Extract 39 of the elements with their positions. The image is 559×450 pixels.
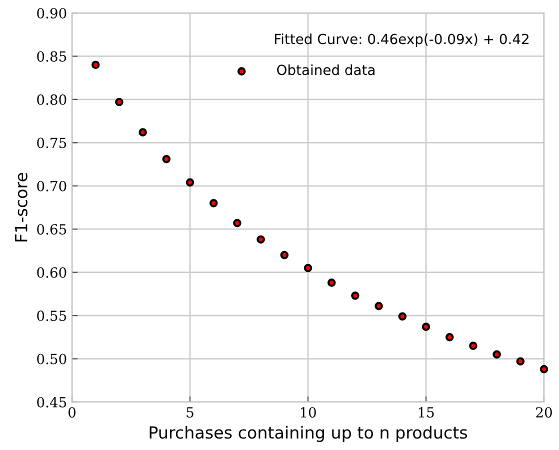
point <box>445 333 454 342</box>
x-tick-label: 15 <box>418 407 434 418</box>
point <box>516 357 525 366</box>
x-tick-label: 0 <box>68 407 76 418</box>
y-tick-label: 0.75 <box>37 138 66 148</box>
y-tick-label: 0.70 <box>37 180 66 192</box>
y-tick-label: 0.60 <box>37 267 66 278</box>
y-tick-label: 0.65 <box>37 224 66 235</box>
point <box>91 60 100 70</box>
x-tick-label: 20 <box>536 407 552 418</box>
x-tick-label: 10 <box>300 407 316 418</box>
x-axis-title: Purchases containing up to n products <box>150 426 468 442</box>
y-tick-label: 0.45 <box>37 396 66 408</box>
point <box>492 350 501 359</box>
legend-label: Obtained data <box>277 64 374 76</box>
point <box>162 154 171 164</box>
point <box>374 302 383 310</box>
point <box>233 218 242 228</box>
y-axis-title: F1-score <box>15 172 28 242</box>
point <box>398 312 407 321</box>
y-tick-label: 0.85 <box>37 51 66 62</box>
point <box>186 178 194 187</box>
point <box>327 278 336 287</box>
y-tick-label: 0.80 <box>37 94 66 105</box>
point <box>209 199 218 208</box>
y-tick-label: 0.55 <box>37 310 66 322</box>
y-tick-label: 0.90 <box>37 8 66 18</box>
point <box>469 342 478 350</box>
point <box>540 365 548 374</box>
point <box>115 98 124 106</box>
point <box>138 128 147 136</box>
x-tick-label: 5 <box>186 407 194 418</box>
point <box>304 264 312 272</box>
point <box>256 235 265 244</box>
y-tick-label: 0.50 <box>37 354 66 364</box>
point <box>280 250 289 260</box>
annotation: Fitted Curve: 0.46exp(-0.09x) + 0.42 <box>274 34 528 47</box>
point <box>351 292 360 300</box>
point <box>422 322 430 331</box>
